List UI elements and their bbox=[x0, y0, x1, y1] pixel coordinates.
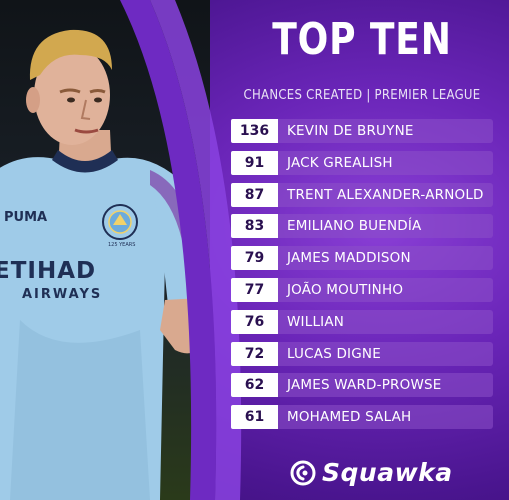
page-title: TOP TEN bbox=[272, 14, 452, 65]
player-name: JAMES WARD-PROWSE bbox=[278, 373, 493, 398]
player-name: MOHAMED SALAH bbox=[278, 405, 493, 430]
brand-logo: Squawka bbox=[290, 458, 453, 487]
sponsor-line1: ETIHAD bbox=[0, 258, 97, 284]
list-item: 76 WILLIAN bbox=[231, 309, 493, 334]
rank-value: 91 bbox=[231, 150, 278, 175]
list-item: 61 MOHAMED SALAH bbox=[231, 405, 493, 430]
list-item: 136 KEVIN DE BRUYNE bbox=[231, 119, 493, 143]
player-name: JOÃO MOUTINHO bbox=[278, 277, 493, 302]
player-photo: PUMA 125 YEARS ETIHAD AIRWAYS bbox=[0, 0, 210, 500]
list-item: 72 LUCAS DIGNE bbox=[231, 341, 493, 366]
player-name: KEVIN DE BRUYNE bbox=[278, 119, 493, 143]
sponsor-line2: AIRWAYS bbox=[22, 287, 103, 302]
rank-value: 79 bbox=[231, 246, 278, 271]
squawka-logo-icon bbox=[290, 460, 316, 485]
rank-value: 77 bbox=[231, 277, 278, 302]
player-name: JACK GREALISH bbox=[278, 150, 493, 175]
rank-value: 136 bbox=[231, 119, 278, 143]
rank-value: 72 bbox=[231, 341, 278, 366]
list-item: 62 JAMES WARD-PROWSE bbox=[231, 373, 493, 398]
list-item: 91 JACK GREALISH bbox=[231, 150, 493, 175]
list-item: 77 JOÃO MOUTINHO bbox=[231, 277, 493, 302]
list-item: 87 TRENT ALEXANDER-ARNOLD bbox=[231, 182, 493, 207]
list-item: 79 JAMES MADDISON bbox=[231, 246, 493, 271]
rankings-list: 136 KEVIN DE BRUYNE 91 JACK GREALISH 87 … bbox=[231, 119, 493, 437]
rank-value: 62 bbox=[231, 373, 278, 398]
page-subtitle: CHANCES CREATED | PREMIER LEAGUE bbox=[243, 88, 481, 103]
player-name: LUCAS DIGNE bbox=[278, 341, 493, 366]
rank-value: 76 bbox=[231, 309, 278, 334]
rank-value: 61 bbox=[231, 405, 278, 430]
brand-name: Squawka bbox=[322, 458, 453, 487]
player-name: EMILIANO BUENDÍA bbox=[278, 214, 493, 239]
player-name: WILLIAN bbox=[278, 309, 493, 334]
player-illustration bbox=[0, 29, 205, 500]
rank-value: 87 bbox=[231, 182, 278, 207]
list-item: 83 EMILIANO BUENDÍA bbox=[231, 214, 493, 239]
rank-value: 83 bbox=[231, 214, 278, 239]
kit-brand-label: PUMA bbox=[4, 210, 48, 225]
crest-caption: 125 YEARS bbox=[108, 242, 136, 248]
player-name: TRENT ALEXANDER-ARNOLD bbox=[278, 182, 493, 207]
player-name: JAMES MADDISON bbox=[278, 246, 493, 271]
